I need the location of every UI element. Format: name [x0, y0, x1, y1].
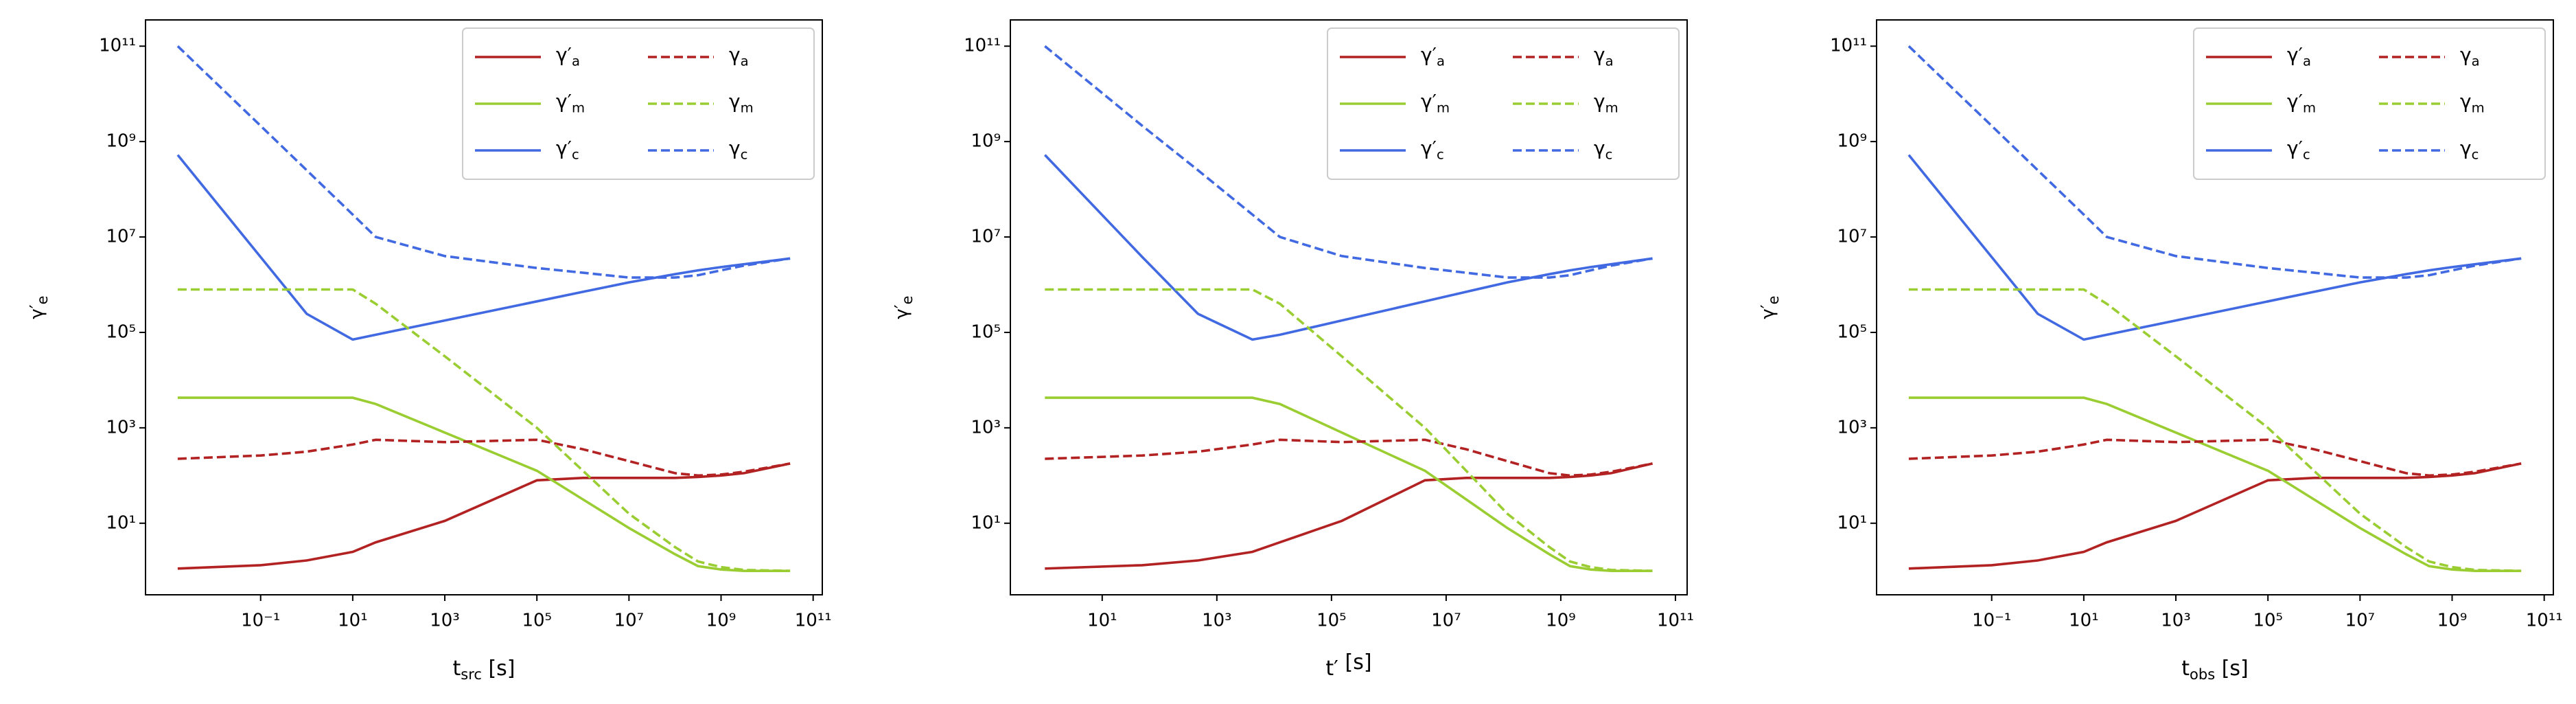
y-tick-label: 10³	[971, 417, 1001, 438]
series-line	[1907, 154, 2522, 341]
series-line	[1045, 438, 1653, 477]
x-tick-label: 10⁹	[706, 611, 736, 631]
panel: 10¹ 10³ 10⁵ 10⁷ 10⁹ 10¹¹ 10¹ 10³ 10⁵ 10⁷ 10⁹ 10¹¹ t′…	[892, 19, 1694, 681]
x-tick-label: 10¹¹	[2526, 611, 2563, 631]
x-tick-label: 10¹	[338, 611, 368, 631]
x-tick-label: 10¹	[2069, 611, 2099, 631]
series-line	[1908, 462, 2522, 570]
series-line	[177, 288, 791, 572]
x-tick-label: 10⁷	[1431, 611, 1461, 631]
y-tick-label: 10⁹	[971, 131, 1001, 152]
legend-label: γm	[1594, 90, 1618, 115]
y-tick-label: 10⁷	[1837, 227, 1867, 247]
x-tick-label: 10¹¹	[795, 611, 832, 631]
x-tick-label: 10⁻¹	[241, 611, 280, 631]
x-tick-label: 10³	[2161, 611, 2191, 631]
x-tick-label: 10³	[1202, 611, 1232, 631]
legend-label: γ′c	[556, 137, 579, 162]
x-tick-label: 10³	[430, 611, 460, 631]
legend-label: γ′c	[2287, 137, 2310, 162]
x-tick-label: 10⁵	[1316, 611, 1347, 631]
y-tick-label: 10⁹	[1837, 131, 1867, 152]
y-tick-label: 10⁵	[1837, 321, 1867, 342]
legend-label: γ′a	[556, 43, 580, 69]
y-tick-label: 10¹	[1837, 512, 1867, 533]
series-line	[1045, 288, 1653, 572]
series-line	[177, 396, 791, 572]
series-line	[177, 438, 791, 477]
plot-area	[176, 45, 791, 572]
y-tick-label: 10³	[106, 417, 136, 438]
axes-frame	[145, 19, 823, 595]
series-line	[1908, 396, 2522, 572]
y-tick-label: 10⁷	[971, 227, 1001, 247]
series-line	[1044, 45, 1653, 279]
legend-label: γ′m	[2287, 90, 2316, 115]
x-tick-label: 10⁷	[614, 611, 645, 631]
y-axis-label: γ′e	[27, 295, 51, 319]
legend-label: γ′c	[1421, 137, 1444, 162]
legend-label: γ′m	[556, 90, 585, 115]
series-line	[1045, 396, 1653, 572]
legend-label: γa	[2460, 43, 2480, 69]
series-line	[176, 45, 791, 279]
x-axis-label: tsrc [s]	[452, 657, 515, 683]
y-tick-label: 10¹	[106, 512, 136, 533]
legend-label: γ′a	[1421, 43, 1445, 69]
x-axis-label: tobs [s]	[2181, 657, 2248, 683]
y-tick-label: 10¹¹	[99, 36, 136, 56]
legend-box	[1327, 27, 1680, 180]
y-tick-label: 10³	[1837, 417, 1867, 438]
series-line	[1907, 45, 2522, 279]
series-line	[1908, 438, 2522, 477]
y-tick-label: 10⁵	[106, 321, 136, 342]
panel: 10⁻¹ 10¹ 10³ 10⁵ 10⁷ 10⁹ 10¹¹ 10¹ 10³ 10⁵ 10⁷ 10⁹ 10…	[27, 19, 832, 683]
y-tick-label: 10¹¹	[964, 36, 1001, 56]
series-line	[176, 154, 791, 341]
y-tick-label: 10¹¹	[1830, 36, 1867, 56]
y-axis-label: γ′e	[892, 295, 916, 319]
legend-label: γm	[729, 90, 754, 115]
legend-label: γc	[729, 137, 747, 162]
y-tick-label: 10⁵	[971, 321, 1001, 342]
legend-label: γ′m	[1421, 90, 1450, 115]
series-line	[177, 462, 791, 570]
axes-frame	[1010, 19, 1688, 595]
x-tick-label: 10¹	[1087, 611, 1117, 631]
y-axis-label: γ′e	[1758, 295, 1783, 319]
legend-box	[462, 27, 815, 180]
axes-frame	[1876, 19, 2554, 595]
legend-label: γc	[1594, 137, 1612, 162]
legend-label: γa	[1594, 43, 1614, 69]
x-tick-label: 10⁵	[522, 611, 552, 631]
series-line	[1045, 462, 1653, 570]
x-tick-label: 10⁻¹	[1972, 611, 2011, 631]
legend-label: γa	[729, 43, 749, 69]
legend-box	[2193, 27, 2546, 180]
x-tick-label: 10⁹	[2437, 611, 2468, 631]
legend-label: γc	[2460, 137, 2479, 162]
legend-label: γm	[2460, 90, 2485, 115]
x-tick-label: 10⁵	[2253, 611, 2283, 631]
panel: 10⁻¹ 10¹ 10³ 10⁵ 10⁷ 10⁹ 10¹¹ 10¹ 10³ 10⁵ 10⁷ 10⁹ 10…	[1758, 19, 2563, 683]
x-tick-label: 10⁷	[2345, 611, 2376, 631]
x-tick-label: 10¹¹	[1657, 611, 1694, 631]
y-tick-label: 10¹	[971, 512, 1001, 533]
legend-label: γ′a	[2287, 43, 2311, 69]
plot-area	[1907, 45, 2522, 572]
plot-area	[1043, 45, 1653, 572]
y-tick-label: 10⁷	[106, 227, 136, 247]
series-line	[1908, 288, 2522, 572]
series-line	[1043, 154, 1653, 341]
x-tick-label: 10⁹	[1546, 611, 1576, 631]
x-axis-label: t′ [s]	[1325, 650, 1371, 681]
y-tick-label: 10⁹	[106, 131, 136, 152]
